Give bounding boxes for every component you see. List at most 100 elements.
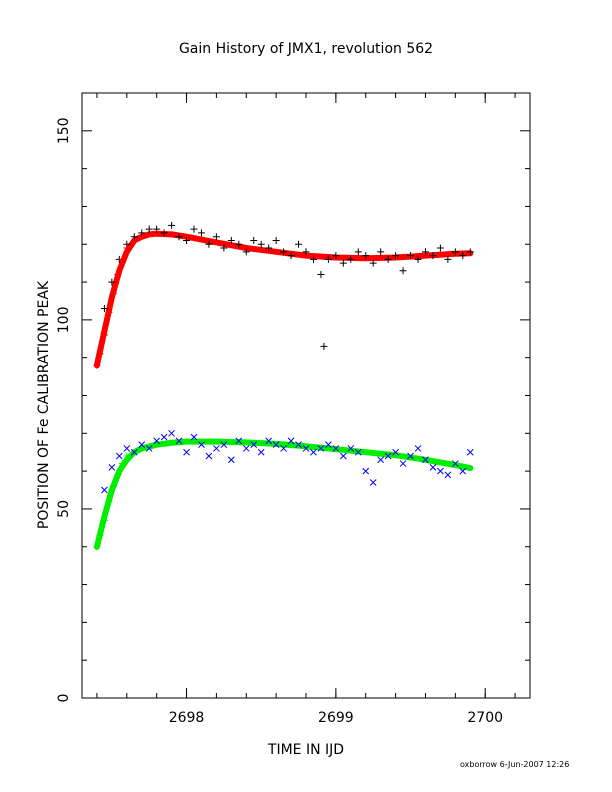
data-point-s1 <box>362 252 370 260</box>
data-point-s3 <box>466 448 474 456</box>
data-point-s2 <box>109 289 117 297</box>
plot-frame <box>81 92 531 699</box>
data-point-s3 <box>399 460 407 467</box>
data-point-s3 <box>190 433 198 441</box>
data-point-s1 <box>436 244 444 252</box>
data-point-s1 <box>407 252 415 260</box>
data-point-s1 <box>138 229 146 237</box>
data-point-s2 <box>100 331 108 339</box>
data-point-s4 <box>96 531 104 539</box>
footer-stamp: oxborrow 6-Jun-2007 12:26 <box>460 760 570 769</box>
data-point-s3 <box>101 486 108 494</box>
data-point-s1 <box>332 252 340 260</box>
data-point-s1 <box>451 248 459 256</box>
data-point-s1 <box>250 236 258 244</box>
data-point-s1 <box>190 225 198 233</box>
data-point-s1 <box>324 255 332 263</box>
data-point-s3 <box>235 437 243 445</box>
data-point-s4 <box>109 482 117 490</box>
data-point-s1 <box>392 252 400 260</box>
data-point-s1 <box>145 225 153 233</box>
data-point-s1 <box>160 229 168 237</box>
data-point-s4 <box>114 471 122 479</box>
data-point-s1 <box>197 229 205 237</box>
data-point-s1 <box>130 233 138 241</box>
data-point-s1 <box>287 252 295 260</box>
data-point-s3 <box>407 452 414 460</box>
data-point-s3 <box>205 452 213 460</box>
data-point-s1 <box>377 248 385 256</box>
data-point-s4 <box>93 543 101 551</box>
data-point-s1 <box>227 236 235 244</box>
data-point-s3 <box>429 463 437 471</box>
data-point-s3 <box>130 448 138 456</box>
data-point-s3 <box>317 445 325 452</box>
data-point-s3 <box>437 467 444 475</box>
data-point-s3 <box>115 452 123 460</box>
data-point-s3 <box>108 463 116 471</box>
data-point-s3 <box>242 445 250 452</box>
data-point-s1 <box>444 255 452 263</box>
data-point-s4 <box>105 497 113 505</box>
data-point-s3 <box>213 445 220 452</box>
fit-curve-2 <box>93 438 474 550</box>
data-point-s4 <box>123 452 131 460</box>
data-point-s1 <box>421 248 429 256</box>
data-point-s1 <box>183 236 191 244</box>
data-point-s3 <box>220 441 228 449</box>
data-point-s1 <box>414 255 422 263</box>
data-point-s2 <box>114 271 122 278</box>
data-point-s3 <box>451 460 459 467</box>
data-point-s1 <box>429 252 437 260</box>
y-tick-label: 150 <box>56 117 72 144</box>
data-point-s3 <box>257 448 265 456</box>
data-point-s1 <box>153 225 161 233</box>
data-point-s1 <box>347 255 355 263</box>
data-point-s3 <box>422 456 429 464</box>
data-point-s3 <box>168 429 175 437</box>
data-point-s3 <box>153 437 161 445</box>
data-point-s1 <box>339 259 347 267</box>
data-point-s3 <box>310 448 317 456</box>
data-point-s1 <box>320 342 328 350</box>
data-point-s3 <box>138 441 146 449</box>
y-tick-label: 100 <box>56 307 72 334</box>
data-point-s1 <box>399 267 407 275</box>
y-axis-label: POSITION OF Fe CALIBRATION PEAK <box>36 280 52 529</box>
data-point-s1 <box>317 271 325 278</box>
x-axis-label: TIME IN IJD <box>267 742 344 758</box>
data-point-s1 <box>384 255 392 263</box>
data-point-s1 <box>280 248 288 256</box>
data-point-s3 <box>354 448 362 456</box>
x-tick-label: 2700 <box>467 710 503 726</box>
x-tick-label: 2698 <box>169 710 205 726</box>
chart-title: Gain History of JMX1, revolution 562 <box>179 41 433 57</box>
data-point-s1 <box>235 240 243 248</box>
data-points <box>93 221 474 551</box>
data-point-s1 <box>242 248 250 256</box>
data-point-s3 <box>459 467 467 475</box>
fit-curves <box>93 230 474 550</box>
data-point-s3 <box>250 441 258 449</box>
data-point-s1 <box>220 244 228 252</box>
data-point-s3 <box>414 445 422 452</box>
data-point-s1 <box>272 236 280 244</box>
data-point-s1 <box>212 233 220 241</box>
data-point-s1 <box>265 244 273 252</box>
data-point-s2 <box>105 308 113 316</box>
data-point-s1 <box>309 255 317 263</box>
data-point-s3 <box>160 433 168 441</box>
data-point-s1 <box>175 233 183 241</box>
data-point-s2 <box>96 350 104 358</box>
data-point-s3 <box>227 456 235 464</box>
data-point-s3 <box>325 441 332 449</box>
fit-curve-1 <box>93 230 474 369</box>
data-point-s3 <box>175 437 183 445</box>
data-point-s3 <box>198 441 205 449</box>
data-point-s3 <box>145 445 153 452</box>
data-point-s1 <box>108 278 116 286</box>
x-tick-label: 2699 <box>318 710 354 726</box>
data-point-s3 <box>392 448 399 456</box>
data-point-s3 <box>272 441 280 449</box>
data-point-s3 <box>339 452 347 460</box>
